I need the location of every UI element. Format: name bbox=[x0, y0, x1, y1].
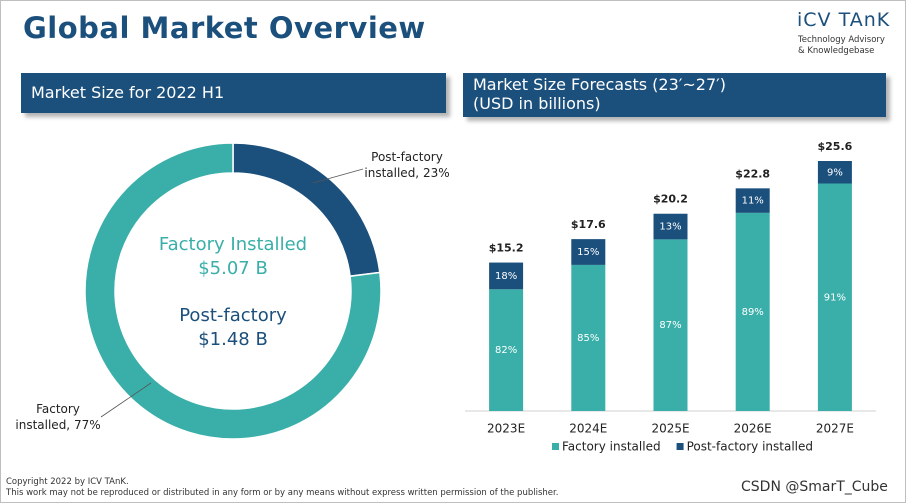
x-tick-label: 2027E bbox=[816, 422, 854, 436]
legend-swatch bbox=[552, 443, 559, 450]
total-label: $22.8 bbox=[735, 167, 770, 180]
section-header: Market Size Forecasts (23′~27′) (USD in … bbox=[463, 73, 886, 117]
bar-segment bbox=[571, 264, 606, 411]
donut-slice bbox=[84, 142, 382, 440]
total-label: $17.6 bbox=[571, 218, 606, 231]
logo-tagline: & Knowledgebase bbox=[798, 46, 875, 56]
bar-segment bbox=[735, 212, 770, 411]
total-label: $25.6 bbox=[818, 140, 853, 153]
center-label: Factory Installed bbox=[159, 234, 307, 255]
bar-segment bbox=[489, 289, 524, 411]
slice-label: Factory installed, 77% bbox=[15, 402, 101, 432]
segment-label: 11% bbox=[742, 196, 764, 207]
segment-label: 91% bbox=[824, 292, 846, 303]
leader-line bbox=[100, 382, 152, 418]
x-tick-label: 2024E bbox=[569, 422, 607, 436]
logo-tagline: Technology Advisory bbox=[798, 35, 885, 45]
bar-segment bbox=[489, 262, 524, 290]
x-tick-label: 2023E bbox=[487, 422, 525, 436]
watermark: CSDN @SmarT_Cube bbox=[741, 479, 888, 495]
segment-label: 85% bbox=[577, 333, 599, 344]
total-label: $15.2 bbox=[489, 242, 524, 255]
total-label: $20.2 bbox=[653, 193, 688, 206]
bar-segment bbox=[817, 183, 852, 411]
slide-title: Global Market Overview bbox=[23, 11, 426, 45]
logo: iCV TAnK bbox=[797, 9, 891, 31]
segment-label: 87% bbox=[659, 320, 681, 331]
slice-label: Post-factory installed, 23% bbox=[364, 150, 450, 180]
bar-segment bbox=[653, 239, 688, 411]
legend-label: Factory installed bbox=[562, 440, 661, 454]
segment-label: 13% bbox=[659, 222, 681, 233]
bar-segment bbox=[735, 188, 770, 213]
center-label: Post-factory bbox=[179, 305, 287, 326]
center-label: $1.48 B bbox=[198, 329, 268, 350]
x-tick-label: 2025E bbox=[651, 422, 689, 436]
legend-swatch bbox=[676, 443, 684, 450]
segment-label: 15% bbox=[577, 247, 599, 258]
notice: This work may not be reproduced or distr… bbox=[6, 488, 559, 498]
legend-label: Post-factory installed bbox=[687, 440, 813, 454]
segment-label: 18% bbox=[495, 271, 517, 282]
copyright: Copyright 2022 by ICV TAnK. bbox=[6, 477, 129, 487]
segment-label: 89% bbox=[742, 307, 764, 318]
bar-segment bbox=[817, 161, 852, 184]
leader-line bbox=[312, 168, 364, 184]
segment-label: 82% bbox=[495, 345, 517, 356]
x-tick-label: 2026E bbox=[734, 422, 772, 436]
bar-segment bbox=[571, 239, 606, 265]
section-header: Market Size for 2022 H1 bbox=[21, 73, 446, 113]
section-header-text: Market Size Forecasts (23′~27′) (USD in … bbox=[473, 75, 727, 113]
bar-segment bbox=[653, 213, 688, 240]
segment-label: 9% bbox=[827, 167, 843, 178]
center-label: $5.07 B bbox=[198, 258, 268, 279]
